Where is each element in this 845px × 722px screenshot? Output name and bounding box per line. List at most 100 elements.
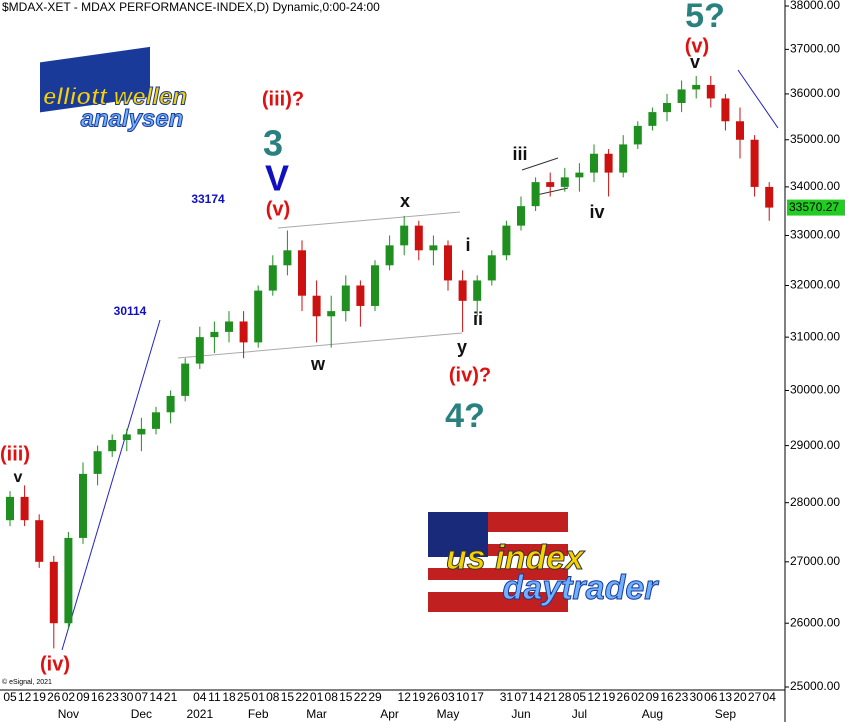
candle-body bbox=[663, 102, 671, 113]
candle-body bbox=[706, 84, 715, 99]
wave-label: 33174 bbox=[191, 192, 225, 206]
x-tick-label: 22 bbox=[295, 690, 309, 704]
candle-body bbox=[93, 451, 102, 474]
x-tick-label: 06 bbox=[704, 690, 718, 704]
y-tick-label: 26000.00 bbox=[790, 615, 840, 629]
candle-body bbox=[137, 428, 146, 435]
candle-body bbox=[341, 285, 350, 312]
x-tick-label: 02 bbox=[631, 690, 645, 704]
x-tick-label: 19 bbox=[412, 690, 426, 704]
candle-body bbox=[575, 172, 584, 178]
candle-body bbox=[692, 84, 701, 90]
wave-label: w bbox=[310, 354, 326, 374]
candle-body bbox=[152, 412, 160, 429]
candle-body bbox=[239, 321, 248, 343]
candle-body bbox=[122, 434, 131, 441]
trend-line bbox=[737, 69, 779, 129]
logo-bottom: us index daytrader bbox=[428, 512, 660, 612]
wave-label: 4? bbox=[445, 397, 485, 435]
x-tick-label: 12 bbox=[18, 690, 32, 704]
x-tick-label: 15 bbox=[281, 690, 295, 704]
x-tick-label: 12 bbox=[398, 690, 412, 704]
y-tick-label: 31000.00 bbox=[790, 329, 840, 343]
x-tick-label: 01 bbox=[310, 690, 324, 704]
wave-label: ii bbox=[473, 309, 483, 329]
credit: © eSignal, 2021 bbox=[2, 678, 52, 686]
wave-label: x bbox=[400, 191, 410, 211]
x-tick-label: 07 bbox=[514, 690, 528, 704]
x-tick-label: 30 bbox=[690, 690, 704, 704]
x-month-label: Apr bbox=[380, 707, 399, 721]
x-month-label: Aug bbox=[642, 707, 663, 721]
x-tick-label: 19 bbox=[602, 690, 616, 704]
candle-body bbox=[648, 112, 657, 126]
x-tick-label: 21 bbox=[164, 690, 178, 704]
candle-body bbox=[327, 311, 336, 317]
candle-body bbox=[35, 520, 44, 562]
wave-label: (v) bbox=[266, 198, 290, 220]
x-tick-label: 25 bbox=[237, 690, 251, 704]
x-tick-label: 07 bbox=[135, 690, 149, 704]
candle-body bbox=[677, 89, 686, 103]
x-month-label: Mar bbox=[306, 707, 327, 721]
candle-body bbox=[181, 363, 190, 396]
us-flag-stripe bbox=[428, 556, 568, 568]
candle-body bbox=[502, 225, 511, 256]
x-tick-label: 08 bbox=[266, 690, 280, 704]
x-tick-label: 13 bbox=[719, 690, 733, 704]
candle-body bbox=[356, 285, 365, 306]
candle-body bbox=[254, 290, 263, 343]
x-month-label: Sep bbox=[715, 707, 737, 721]
trend-lines bbox=[61, 69, 779, 651]
x-tick-label: 11 bbox=[208, 690, 221, 704]
y-tick-label: 32000.00 bbox=[790, 278, 840, 292]
candle-body bbox=[166, 395, 175, 413]
wave-label: 3 bbox=[263, 123, 283, 164]
x-tick-label: 29 bbox=[368, 690, 382, 704]
candle-body bbox=[721, 98, 730, 122]
x-tick-label: 30 bbox=[120, 690, 134, 704]
x-month-label: Nov bbox=[58, 707, 79, 721]
x-month-label: 2021 bbox=[186, 707, 213, 721]
x-tick-label: 23 bbox=[106, 690, 120, 704]
y-tick-label: 29000.00 bbox=[790, 438, 840, 452]
chart-title: $MDAX-XET - MDAX PERFORMANCE-INDEX,D) Dy… bbox=[2, 0, 380, 14]
y-tick-label: 25000.00 bbox=[790, 679, 840, 693]
x-tick-label: 14 bbox=[149, 690, 163, 704]
candle-body bbox=[79, 473, 87, 538]
y-tick-label: 37000.00 bbox=[790, 42, 840, 56]
candle-body bbox=[49, 561, 58, 624]
candle-body bbox=[195, 337, 204, 364]
x-tick-label: 12 bbox=[587, 690, 601, 704]
candle-body bbox=[312, 295, 321, 317]
candle-body bbox=[619, 144, 628, 173]
wave-label: (iv) bbox=[40, 653, 70, 675]
x-tick-label: 05 bbox=[3, 690, 17, 704]
wave-label: v bbox=[690, 52, 700, 72]
x-month-label: Jul bbox=[572, 707, 587, 721]
wave-label: v bbox=[14, 469, 23, 486]
wave-label: y bbox=[457, 337, 467, 357]
candle-body bbox=[108, 440, 117, 452]
candle-body bbox=[429, 245, 438, 251]
logo-text: daytrader bbox=[503, 569, 660, 607]
candle-body bbox=[487, 255, 496, 281]
x-tick-label: 21 bbox=[544, 690, 558, 704]
candle-body bbox=[210, 331, 219, 338]
candle-body bbox=[371, 265, 379, 306]
logo-text: analysen bbox=[81, 105, 184, 132]
wave-label: 5? bbox=[685, 0, 725, 35]
candle-body bbox=[225, 321, 233, 332]
x-month-label: May bbox=[437, 707, 460, 721]
candle-body bbox=[546, 182, 555, 187]
x-tick-label: 26 bbox=[617, 690, 631, 704]
candle-body bbox=[444, 245, 452, 281]
x-tick-label: 31 bbox=[500, 690, 514, 704]
logo-top: elliott wellen analysen bbox=[40, 46, 188, 133]
x-tick-label: 08 bbox=[325, 690, 339, 704]
x-tick-label: 04 bbox=[193, 690, 207, 704]
y-tick-label: 33000.00 bbox=[790, 228, 840, 242]
candle-body bbox=[517, 206, 525, 226]
